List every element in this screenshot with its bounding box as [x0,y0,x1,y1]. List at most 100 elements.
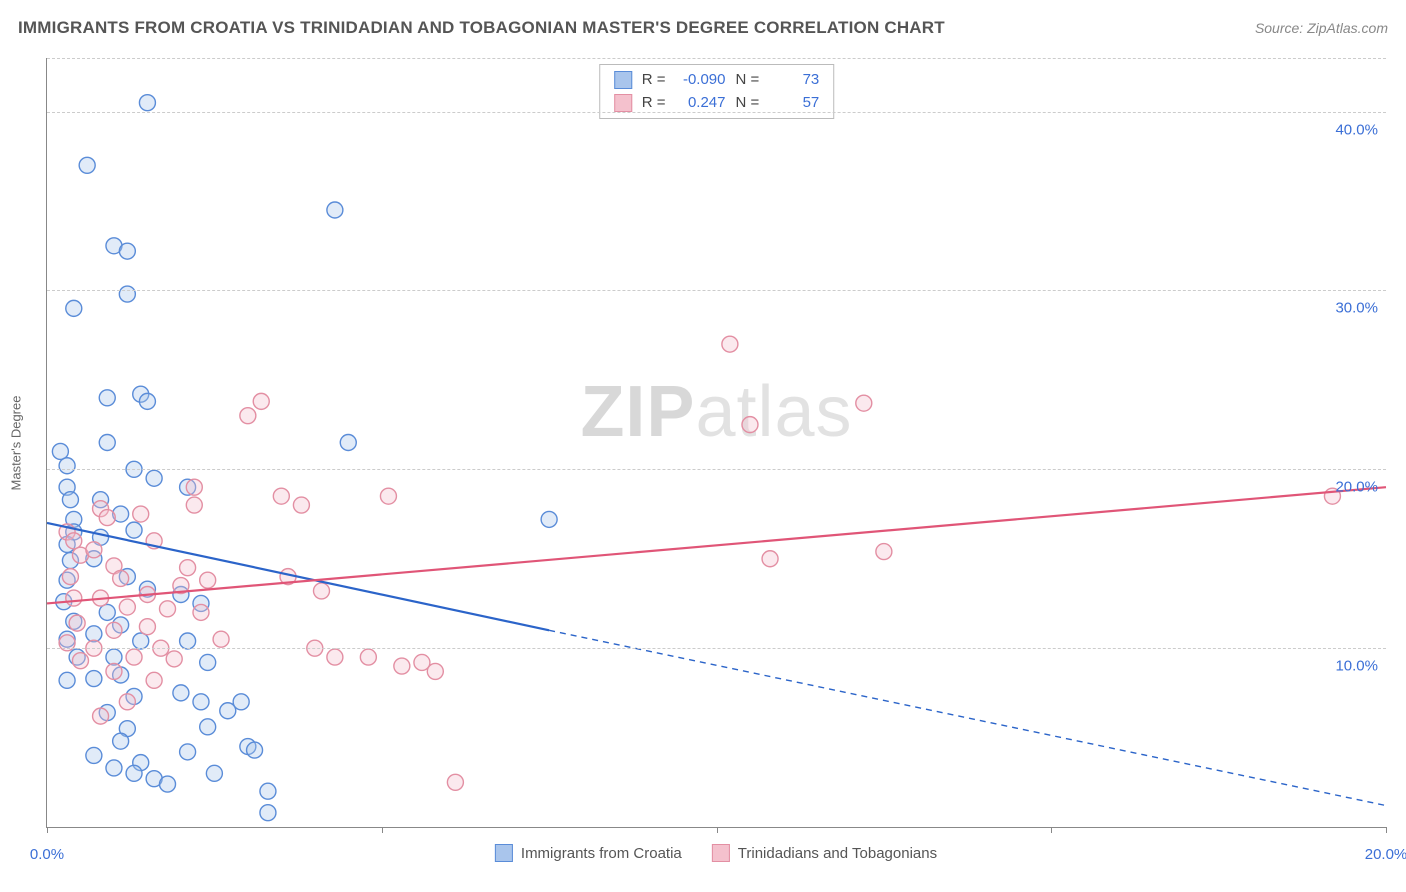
scatter-point [313,583,329,599]
scatter-point [206,765,222,781]
scatter-point [327,649,343,665]
scatter-point [186,497,202,513]
scatter-point [86,626,102,642]
x-tick [1386,827,1387,833]
scatter-point [72,653,88,669]
scatter-point [66,533,82,549]
stat-row-0: R = -0.090 N = 73 [614,69,820,92]
scatter-point [133,633,149,649]
r-label: R = [642,69,666,92]
scatter-point [99,510,115,526]
scatter-point [193,694,209,710]
scatter-point [106,663,122,679]
scatter-point [106,760,122,776]
legend-item-1: Trinidadians and Tobagonians [712,844,937,862]
source-label: Source: [1255,20,1303,36]
swatch-series-1 [712,844,730,862]
trend-line [47,487,1386,603]
gridline-h [47,290,1386,291]
scatter-point [113,733,129,749]
scatter-point [213,631,229,647]
x-tick [47,827,48,833]
scatter-point [742,417,758,433]
scatter-point [79,157,95,173]
y-tick-label: 30.0% [1335,300,1378,317]
scatter-point [119,243,135,259]
scatter-point [186,479,202,495]
scatter-point [541,511,557,527]
scatter-point [876,544,892,560]
plot-container: Master's Degree ZIPatlas R = -0.090 N = … [46,58,1386,828]
x-tick [382,827,383,833]
scatter-point [340,435,356,451]
scatter-point [62,569,78,585]
scatter-point [119,599,135,615]
title-bar: IMMIGRANTS FROM CROATIA VS TRINIDADIAN A… [18,18,1388,38]
scatter-point [62,492,78,508]
scatter-point [66,590,82,606]
scatter-point [126,522,142,538]
scatter-point [447,774,463,790]
scatter-point [856,395,872,411]
scatter-point [113,570,129,586]
scatter-point [193,604,209,620]
scatter-point [99,604,115,620]
plot-svg [47,58,1386,827]
n-label: N = [736,92,760,115]
r-label: R = [642,92,666,115]
scatter-point [166,651,182,667]
scatter-point [327,202,343,218]
source: Source: ZipAtlas.com [1255,20,1388,36]
scatter-point [86,542,102,558]
scatter-point [722,336,738,352]
n-value-1: 57 [769,92,819,115]
scatter-point [99,390,115,406]
n-label: N = [736,69,760,92]
y-tick-label: 10.0% [1335,658,1378,675]
scatter-point [160,776,176,792]
scatter-point [200,572,216,588]
x-tick [1051,827,1052,833]
scatter-point [93,708,109,724]
scatter-point [99,435,115,451]
scatter-point [106,622,122,638]
source-value: ZipAtlas.com [1307,20,1388,36]
trend-line-extrapolated [549,630,1386,805]
scatter-point [146,672,162,688]
scatter-point [52,443,68,459]
scatter-point [253,393,269,409]
scatter-point [233,694,249,710]
y-tick-label: 20.0% [1335,479,1378,496]
gridline-h [47,469,1386,470]
r-value-0: -0.090 [676,69,726,92]
scatter-point [380,488,396,504]
scatter-point [762,551,778,567]
scatter-point [394,658,410,674]
scatter-point [427,663,443,679]
scatter-point [160,601,176,617]
scatter-point [86,671,102,687]
scatter-point [260,805,276,821]
swatch-series-0 [495,844,513,862]
scatter-point [200,654,216,670]
scatter-point [146,470,162,486]
scatter-point [173,685,189,701]
scatter-point [360,649,376,665]
gridline-h [47,58,1386,59]
scatter-point [180,633,196,649]
x-tick-label: 0.0% [30,846,64,863]
scatter-point [180,744,196,760]
scatter-point [260,783,276,799]
x-tick [717,827,718,833]
scatter-point [119,694,135,710]
scatter-point [139,95,155,111]
scatter-point [126,649,142,665]
r-value-1: 0.247 [676,92,726,115]
scatter-point [66,300,82,316]
scatter-point [139,619,155,635]
scatter-point [133,506,149,522]
x-tick-label: 20.0% [1365,846,1406,863]
stat-row-1: R = 0.247 N = 57 [614,92,820,115]
n-value-0: 73 [769,69,819,92]
legend-item-0: Immigrants from Croatia [495,844,682,862]
